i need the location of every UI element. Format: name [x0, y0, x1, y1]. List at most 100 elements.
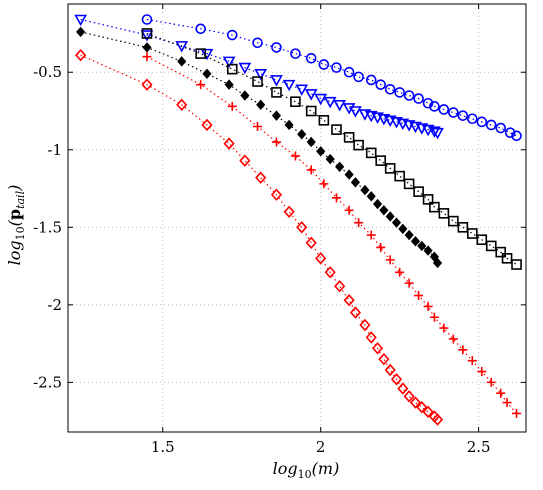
- data-point: [495, 246, 507, 258]
- data-point: [255, 171, 267, 184]
- data-point: [343, 132, 355, 143]
- data-point: [353, 139, 364, 151]
- data-point: [314, 93, 328, 106]
- data-point: [238, 62, 252, 75]
- data-point: [448, 334, 458, 344]
- data-point: [240, 90, 250, 101]
- y-tick-label: -2.5: [33, 373, 62, 391]
- series-square: [141, 28, 522, 270]
- data-point: [319, 179, 329, 189]
- data-point: [467, 113, 478, 125]
- data-point: [391, 217, 402, 228]
- data-point: [390, 373, 403, 386]
- data-point: [366, 191, 376, 202]
- data-point: [413, 93, 424, 104]
- data-point: [75, 48, 87, 62]
- data-point: [457, 110, 469, 121]
- data-point: [495, 122, 507, 134]
- data-point: [318, 115, 330, 126]
- data-point: [432, 257, 443, 269]
- data-point: [334, 280, 346, 293]
- data-point: [141, 28, 153, 39]
- data-point: [141, 14, 153, 25]
- data-point: [384, 83, 396, 95]
- data-point: [343, 293, 355, 307]
- data-point: [375, 79, 387, 90]
- data-point: [409, 396, 422, 409]
- data-point: [324, 266, 336, 279]
- data-point: [403, 178, 415, 190]
- data-point: [177, 56, 187, 67]
- data-point: [429, 312, 439, 322]
- data-point: [142, 52, 152, 62]
- data-point: [270, 188, 283, 201]
- data-point: [333, 99, 347, 112]
- data-point: [349, 106, 362, 118]
- series-triangle-down: [74, 14, 444, 140]
- data-point: [223, 137, 235, 150]
- y-tick-label: -2: [47, 296, 62, 314]
- data-point: [502, 398, 512, 408]
- data-point: [331, 124, 342, 135]
- data-point: [476, 234, 488, 246]
- data-point: [256, 99, 266, 111]
- data-point: [448, 215, 459, 227]
- data-point: [354, 218, 364, 228]
- data-point: [403, 90, 415, 101]
- data-point: [304, 89, 318, 101]
- data-point: [196, 80, 206, 90]
- data-point: [496, 388, 506, 398]
- data-point: [222, 56, 236, 69]
- data-point: [325, 153, 335, 165]
- data-point: [297, 129, 307, 140]
- data-point: [477, 367, 487, 377]
- data-point: [511, 130, 522, 142]
- data-point: [306, 136, 316, 148]
- data-point: [295, 84, 309, 96]
- data-point: [74, 14, 87, 27]
- data-point: [384, 163, 396, 174]
- x-tick-label: 2: [316, 438, 326, 456]
- data-point: [224, 79, 234, 90]
- data-point: [316, 146, 326, 157]
- data-point: [376, 242, 386, 252]
- data-point: [431, 127, 444, 140]
- data-point: [201, 118, 213, 132]
- data-point: [252, 76, 263, 87]
- data-point: [254, 68, 268, 81]
- data-point: [344, 205, 354, 215]
- data-point: [422, 405, 434, 419]
- data-point: [350, 177, 360, 188]
- data-point: [226, 63, 238, 75]
- data-point: [429, 251, 439, 262]
- data-point: [512, 408, 522, 418]
- data-point: [270, 75, 283, 87]
- data-point: [371, 342, 384, 355]
- data-point: [416, 400, 428, 414]
- data-point: [331, 62, 342, 73]
- axis-ticks: 1.5 2 2.5 -0.5 -1 -1.5 -2 -2.5: [33, 4, 526, 456]
- data-point: [315, 252, 327, 265]
- data-point: [359, 318, 371, 332]
- data-point: [423, 245, 433, 256]
- data-point: [76, 26, 86, 38]
- data-point: [366, 230, 376, 240]
- data-point: [296, 221, 308, 234]
- data-point: [378, 352, 390, 366]
- data-point: [323, 96, 337, 109]
- data-point: [403, 390, 415, 403]
- data-point: [397, 382, 409, 395]
- data-point: [476, 116, 488, 128]
- data-point: [410, 236, 421, 247]
- data-point: [142, 42, 152, 53]
- data-point: [504, 127, 516, 139]
- data-point: [175, 41, 189, 53]
- data-point: [195, 23, 206, 35]
- y-tick-label: -1.5: [33, 218, 62, 236]
- data-point: [379, 205, 389, 216]
- series-plus: [142, 52, 522, 418]
- data-point: [428, 126, 441, 138]
- series-diamond: [75, 48, 444, 426]
- data-point: [349, 306, 362, 319]
